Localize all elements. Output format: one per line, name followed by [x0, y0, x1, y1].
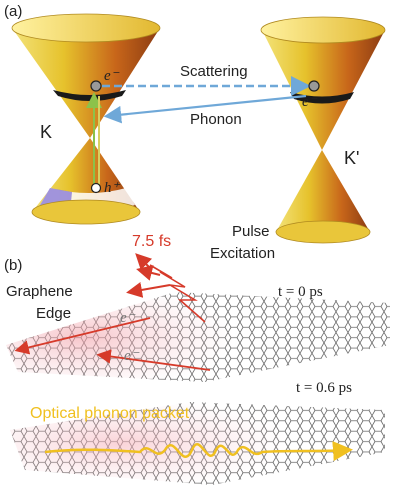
panel-label: (a) — [4, 3, 22, 20]
pulse-label: Pulse — [232, 223, 270, 240]
pulse-arrow — [130, 285, 170, 292]
time-label: t = 0.6 ps — [296, 380, 352, 396]
packet-label: Optical phonon packet — [30, 405, 190, 422]
edge-label: Graphene — [6, 283, 73, 300]
cone-left — [12, 14, 160, 224]
pulse-arrow — [138, 256, 150, 268]
pulse-duration: 7.5 fs — [132, 233, 171, 250]
electron — [309, 81, 319, 91]
valley-label: K' — [344, 148, 359, 168]
hole — [92, 184, 101, 193]
pulse-arrow — [140, 270, 160, 275]
cone-right — [261, 17, 385, 243]
electron-label: e⁻ — [302, 94, 318, 110]
pulse-label: Excitation — [210, 245, 275, 262]
electron-label: e⁻ — [124, 348, 140, 364]
figure: (a) Scattering Phonon K K' e⁻ e⁻ h⁺ (b) … — [0, 0, 393, 492]
time-label: t = 0 ps — [278, 284, 323, 300]
scattering-label: Scattering — [180, 63, 248, 80]
page: (a) Scattering Phonon K K' e⁻ e⁻ h⁺ (b) … — [0, 0, 393, 492]
electron-label: e⁻ — [104, 68, 120, 84]
phonon-label: Phonon — [190, 111, 242, 128]
hole-label: h⁺ — [104, 180, 121, 196]
electron — [91, 81, 101, 91]
valley-label: K — [40, 122, 52, 142]
electron-label: e⁻ — [120, 310, 136, 326]
edge-label: Edge — [36, 305, 71, 322]
panel-label: (b) — [4, 257, 22, 274]
